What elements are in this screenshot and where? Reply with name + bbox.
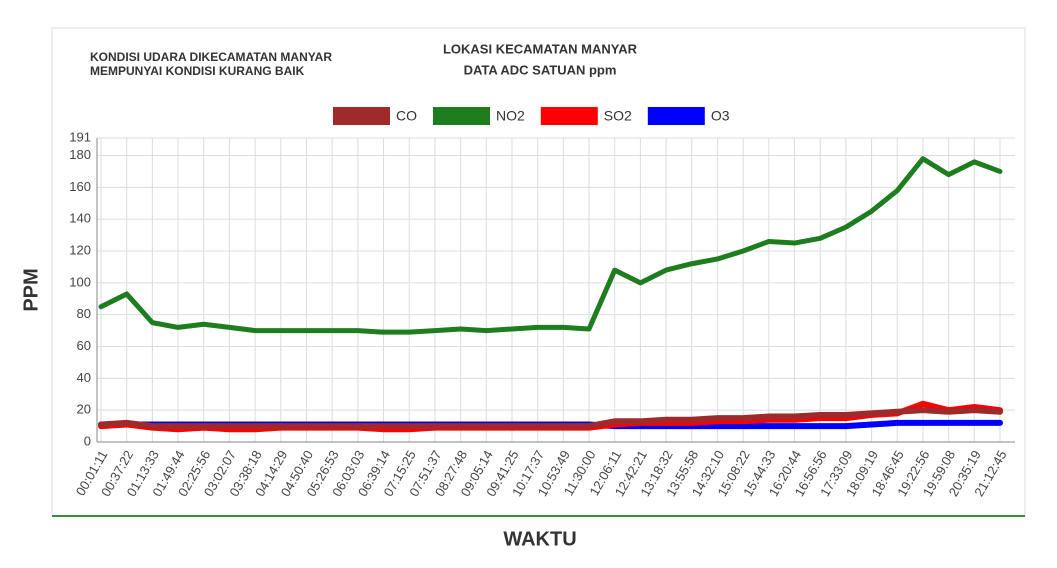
legend-swatch <box>333 107 390 125</box>
y-tick-label: 20 <box>77 402 91 417</box>
chart-subtitle: DATA ADC SATUAN ppm <box>464 62 617 77</box>
legend-label: O3 <box>711 108 730 124</box>
series-line <box>98 407 1003 430</box>
chart-frame <box>51 27 1026 517</box>
legend-label: CO <box>396 108 417 124</box>
y-tick-label: 191 <box>69 129 91 144</box>
y-axis-label: PPM <box>20 268 42 311</box>
note-line: MEMPUNYAI KONDISI KURANG BAIK <box>90 64 305 78</box>
legend-swatch <box>540 107 598 125</box>
y-tick-label: 80 <box>77 306 91 321</box>
y-tick-label: 160 <box>69 179 91 194</box>
note-line: KONDISI UDARA DIKECAMATAN MANYAR <box>90 50 332 64</box>
chart-title: LOKASI KECAMATAN MANYAR <box>443 41 638 56</box>
legend-swatch <box>433 107 490 125</box>
y-tick-label: 100 <box>69 274 91 289</box>
y-tick-label: 120 <box>69 242 91 257</box>
y-tick-label: 140 <box>69 211 91 226</box>
y-tick-label: 180 <box>69 147 91 162</box>
y-tick-label: 60 <box>77 338 91 353</box>
x-axis-label: WAKTU <box>503 528 576 550</box>
y-tick-label: 40 <box>77 370 91 385</box>
legend-label: SO2 <box>604 108 632 124</box>
legend-swatch <box>647 107 705 125</box>
y-tick-label: 0 <box>84 433 91 448</box>
series-line <box>98 156 1003 335</box>
legend-label: NO2 <box>496 108 525 124</box>
